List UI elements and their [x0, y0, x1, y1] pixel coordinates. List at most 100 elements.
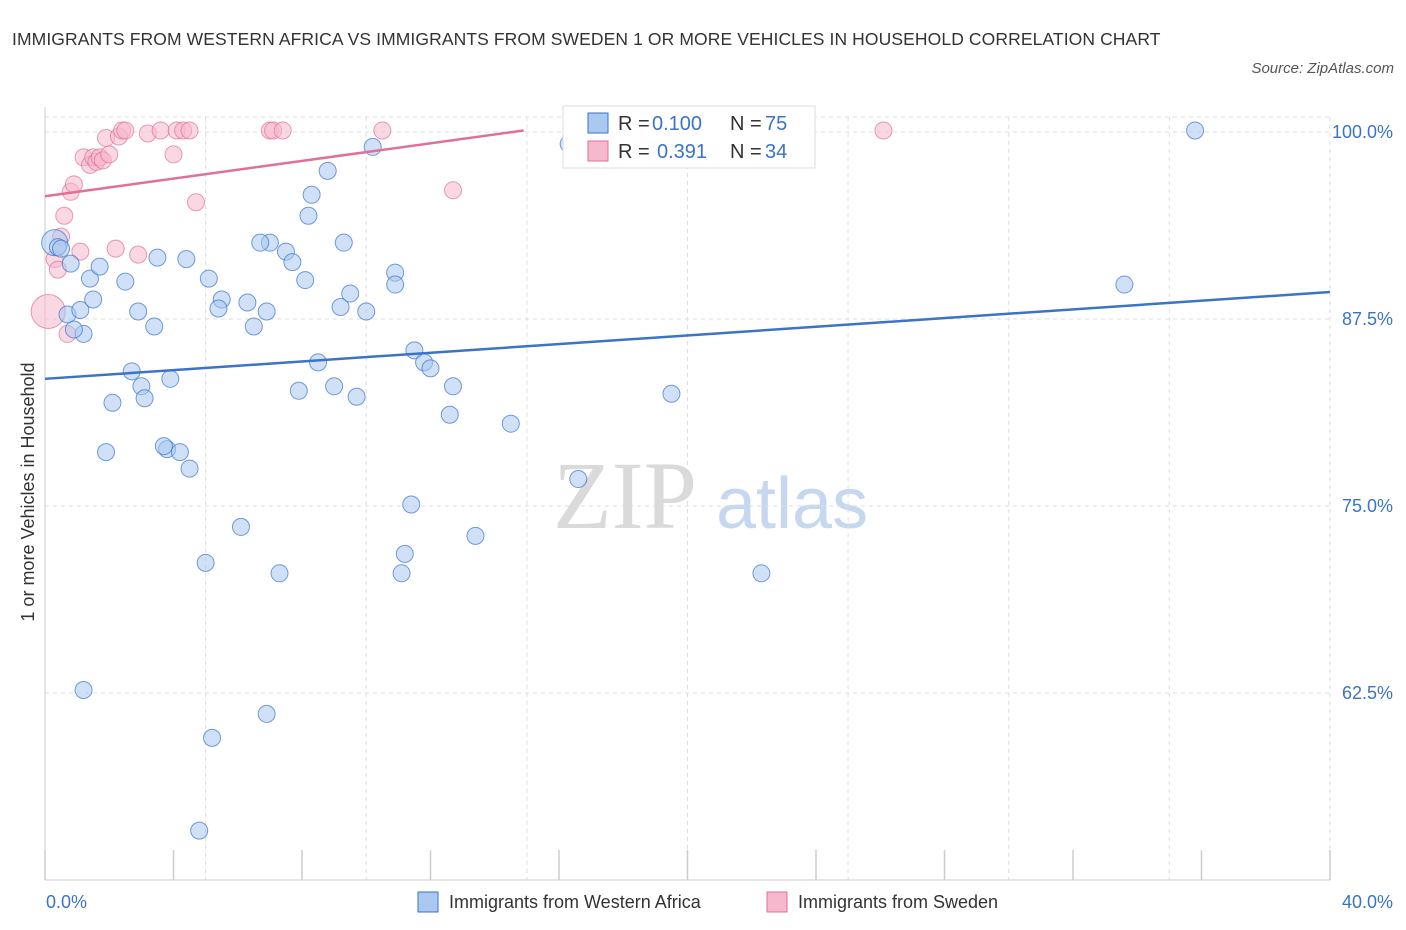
point-western-africa [501, 414, 520, 433]
point-western-africa [302, 185, 321, 204]
series-legend-swatch-pink [766, 891, 788, 913]
point-western-africa [238, 293, 257, 312]
point-western-africa [331, 298, 350, 317]
point-western-africa [325, 377, 344, 396]
point-western-africa [421, 359, 440, 378]
x-tick-label-min: 0.0% [46, 892, 87, 912]
series-legend-label-western-africa: Immigrants from Western Africa [449, 892, 702, 912]
point-western-africa [161, 369, 180, 388]
point-western-africa [1115, 275, 1134, 294]
legend-r-label-1: R = [618, 113, 650, 135]
point-western-africa [402, 495, 421, 514]
legend-r-label-2: R = [618, 141, 650, 163]
point-western-africa [199, 269, 218, 288]
point-sweden [129, 245, 148, 264]
point-sweden [151, 121, 170, 140]
point-western-africa [1186, 121, 1205, 140]
legend-n-value-2: 34 [765, 141, 787, 163]
point-western-africa [283, 253, 302, 272]
point-western-africa [190, 821, 209, 840]
series-legend-swatch-blue [417, 891, 439, 913]
point-western-africa [203, 728, 222, 747]
y-tick-label: 62.5% [1342, 683, 1393, 703]
point-western-africa [341, 284, 360, 303]
point-western-africa [97, 443, 116, 462]
point-western-africa [209, 299, 228, 318]
point-western-africa [148, 248, 167, 267]
point-western-africa [569, 470, 588, 489]
point-sweden [180, 121, 199, 140]
point-sweden [71, 242, 90, 261]
y-tick-label: 75.0% [1342, 496, 1393, 516]
legend-swatch-pink [587, 140, 609, 162]
point-sweden [106, 239, 125, 258]
point-sweden [55, 206, 74, 225]
point-sweden [164, 145, 183, 164]
point-western-africa [257, 302, 276, 321]
series-legend-label-sweden: Immigrants from Sweden [798, 892, 998, 912]
point-western-africa [752, 564, 771, 583]
y-axis-title: 1 or more Vehicles in Household [18, 362, 38, 621]
point-western-africa [80, 269, 99, 288]
legend-n-label-2: N = [730, 141, 762, 163]
point-sweden [116, 121, 135, 140]
point-sweden [100, 145, 119, 164]
point-western-africa [129, 302, 148, 321]
series-legend: Immigrants from Western Africa Immigrant… [417, 891, 998, 913]
y-tick-label: 100.0% [1332, 122, 1393, 142]
point-western-africa [386, 275, 405, 294]
point-sweden [443, 181, 462, 200]
point-western-africa [440, 405, 459, 424]
point-western-africa [443, 377, 462, 396]
legend-n-label-1: N = [730, 113, 762, 135]
point-western-africa [74, 680, 93, 699]
trend-lines [44, 129, 1331, 381]
point-western-africa [257, 704, 276, 723]
trend-line-western-africa [44, 290, 1331, 381]
point-western-africa [145, 317, 164, 336]
point-western-africa [309, 353, 328, 372]
point-western-africa [270, 564, 289, 583]
legend-n-value-1: 75 [765, 113, 787, 135]
point-sweden [373, 121, 392, 140]
point-western-africa [357, 302, 376, 321]
chart-title: IMMIGRANTS FROM WESTERN AFRICA VS IMMIGR… [12, 29, 1161, 49]
point-western-africa [334, 233, 353, 252]
point-western-africa [347, 387, 366, 406]
source-note: Source: ZipAtlas.com [1251, 60, 1394, 77]
legend-swatch-blue [587, 112, 609, 134]
trend-line-sweden [44, 129, 524, 198]
legend-r-value-2: 0.391 [657, 141, 707, 163]
point-western-africa [196, 553, 215, 572]
point-sweden [186, 193, 205, 212]
point-sweden [273, 121, 292, 140]
point-western-africa [662, 384, 681, 403]
point-western-africa [466, 526, 485, 545]
point-western-africa [299, 206, 318, 225]
y-tick-label: 87.5% [1342, 309, 1393, 329]
point-western-africa [231, 517, 250, 536]
point-western-africa [395, 544, 414, 563]
point-western-africa [177, 250, 196, 269]
point-western-africa [289, 381, 308, 400]
x-tick-label-max: 40.0% [1342, 892, 1393, 912]
point-western-africa [392, 564, 411, 583]
watermark-zip: ZIP [553, 442, 697, 549]
point-western-africa [52, 239, 71, 258]
point-western-africa [154, 437, 173, 456]
legend-r-value-1: 0.100 [652, 113, 702, 135]
point-sweden [874, 121, 893, 140]
point-western-africa [296, 271, 315, 290]
point-western-africa [116, 272, 135, 291]
point-western-africa [71, 300, 90, 319]
y-tick-labels: 62.5% 75.0% 87.5% 100.0% [1332, 122, 1393, 703]
point-western-africa [318, 161, 337, 180]
point-western-africa [64, 320, 83, 339]
point-western-africa [84, 290, 103, 309]
point-western-africa [170, 443, 189, 462]
point-western-africa [244, 317, 263, 336]
point-western-africa [251, 233, 270, 252]
watermark-atlas: atlas [716, 464, 868, 544]
point-western-africa [180, 459, 199, 478]
